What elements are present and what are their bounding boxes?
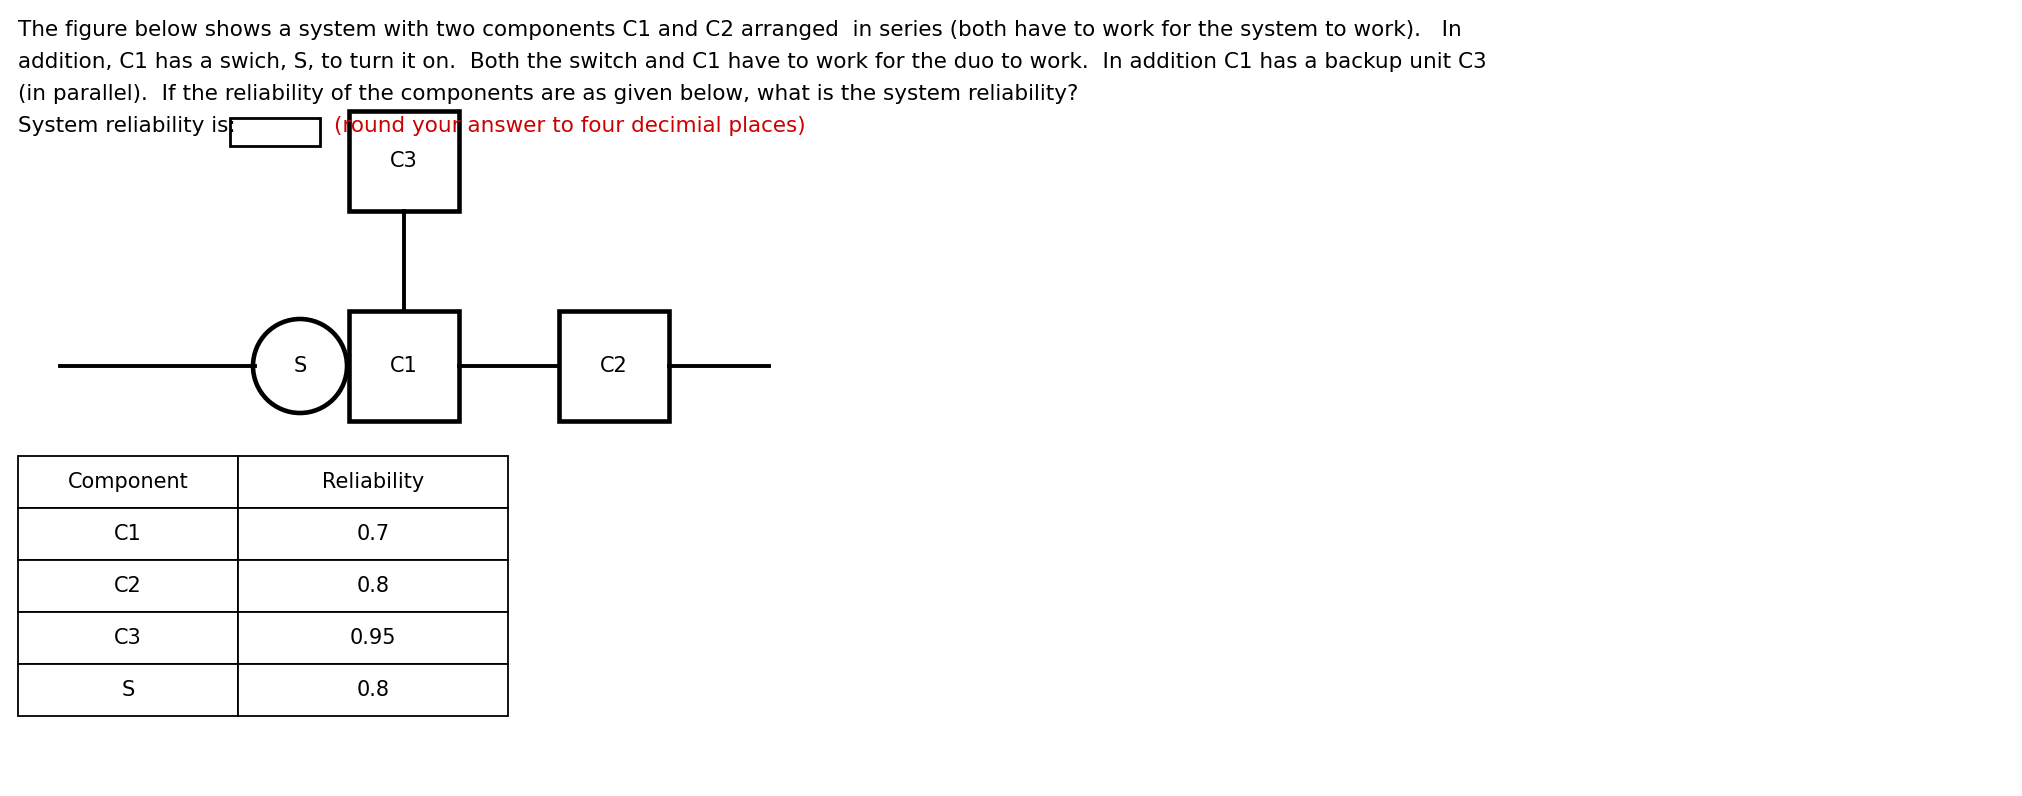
FancyBboxPatch shape: [18, 560, 239, 612]
Text: C1: C1: [113, 524, 142, 544]
Text: C1: C1: [390, 356, 419, 376]
Text: 0.95: 0.95: [350, 628, 396, 648]
Text: C2: C2: [113, 576, 142, 596]
FancyBboxPatch shape: [239, 560, 508, 612]
Text: S: S: [121, 680, 135, 700]
Text: 0.8: 0.8: [356, 576, 390, 596]
Text: Component: Component: [67, 472, 188, 492]
FancyBboxPatch shape: [239, 612, 508, 664]
FancyBboxPatch shape: [239, 664, 508, 716]
Text: System reliability is:: System reliability is:: [18, 116, 243, 136]
Text: The figure below shows a system with two components C1 and C2 arranged  in serie: The figure below shows a system with two…: [18, 20, 1462, 40]
FancyBboxPatch shape: [231, 118, 319, 146]
FancyBboxPatch shape: [558, 311, 669, 421]
Text: C3: C3: [113, 628, 142, 648]
FancyBboxPatch shape: [18, 664, 239, 716]
Text: 0.7: 0.7: [356, 524, 390, 544]
FancyBboxPatch shape: [18, 612, 239, 664]
Text: Reliability: Reliability: [321, 472, 425, 492]
Text: 0.8: 0.8: [356, 680, 390, 700]
Text: C2: C2: [601, 356, 629, 376]
Text: S: S: [293, 356, 307, 376]
FancyBboxPatch shape: [18, 456, 239, 508]
FancyBboxPatch shape: [239, 456, 508, 508]
Text: C3: C3: [390, 151, 419, 171]
Text: (round your answer to four decimial places): (round your answer to four decimial plac…: [334, 116, 805, 136]
FancyBboxPatch shape: [350, 311, 459, 421]
Text: addition, C1 has a swich, S, to turn it on.  Both the switch and C1 have to work: addition, C1 has a swich, S, to turn it …: [18, 52, 1486, 72]
FancyBboxPatch shape: [18, 508, 239, 560]
Text: (in parallel).  If the reliability of the components are as given below, what is: (in parallel). If the reliability of the…: [18, 84, 1078, 104]
FancyBboxPatch shape: [350, 111, 459, 211]
FancyBboxPatch shape: [239, 508, 508, 560]
